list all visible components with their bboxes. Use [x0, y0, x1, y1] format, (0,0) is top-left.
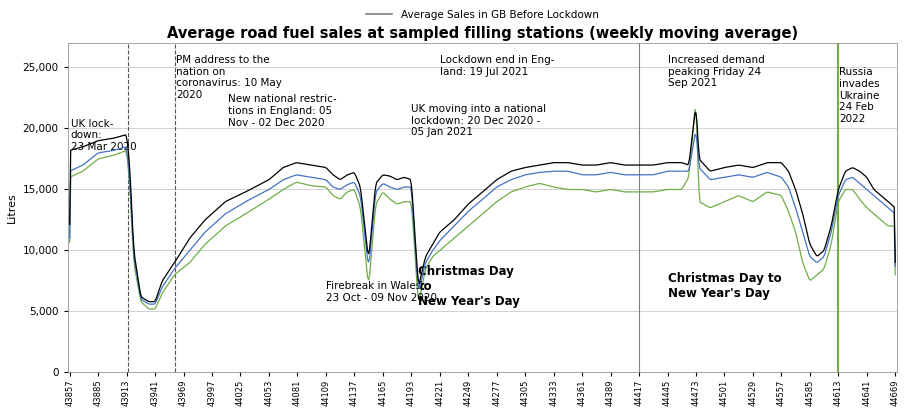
Text: Firebreak in Wales:
23 Oct - 09 Nov 2020: Firebreak in Wales: 23 Oct - 09 Nov 2020 [326, 281, 437, 303]
Text: Russia
invades
Ukraine
24 Feb
2022: Russia invades Ukraine 24 Feb 2022 [839, 67, 880, 124]
Text: Christmas Day to
New Year's Day: Christmas Day to New Year's Day [668, 273, 781, 300]
Text: Lockdown end in Eng-
land: 19 Jul 2021: Lockdown end in Eng- land: 19 Jul 2021 [440, 55, 554, 77]
Text: UK moving into a national
lockdown: 20 Dec 2020 -
05 Jan 2021: UK moving into a national lockdown: 20 D… [411, 104, 546, 137]
Title: Average road fuel sales at sampled filling stations (weekly moving average): Average road fuel sales at sampled filli… [167, 26, 798, 40]
Legend: Average Sales in GB Before Lockdown: Average Sales in GB Before Lockdown [362, 5, 603, 24]
Text: Christmas Day
to
New Year's Day: Christmas Day to New Year's Day [418, 265, 521, 308]
Text: New national restric-
tions in England: 05
Nov - 02 Dec 2020: New national restric- tions in England: … [229, 94, 336, 128]
Y-axis label: Litres: Litres [7, 192, 17, 223]
Text: Increased demand
peaking Friday 24
Sep 2021: Increased demand peaking Friday 24 Sep 2… [668, 55, 765, 88]
Text: UK lock-
down:
23 Mar 2020: UK lock- down: 23 Mar 2020 [71, 119, 136, 152]
Text: PM address to the
nation on
coronavirus: 10 May
2020: PM address to the nation on coronavirus:… [177, 55, 282, 100]
